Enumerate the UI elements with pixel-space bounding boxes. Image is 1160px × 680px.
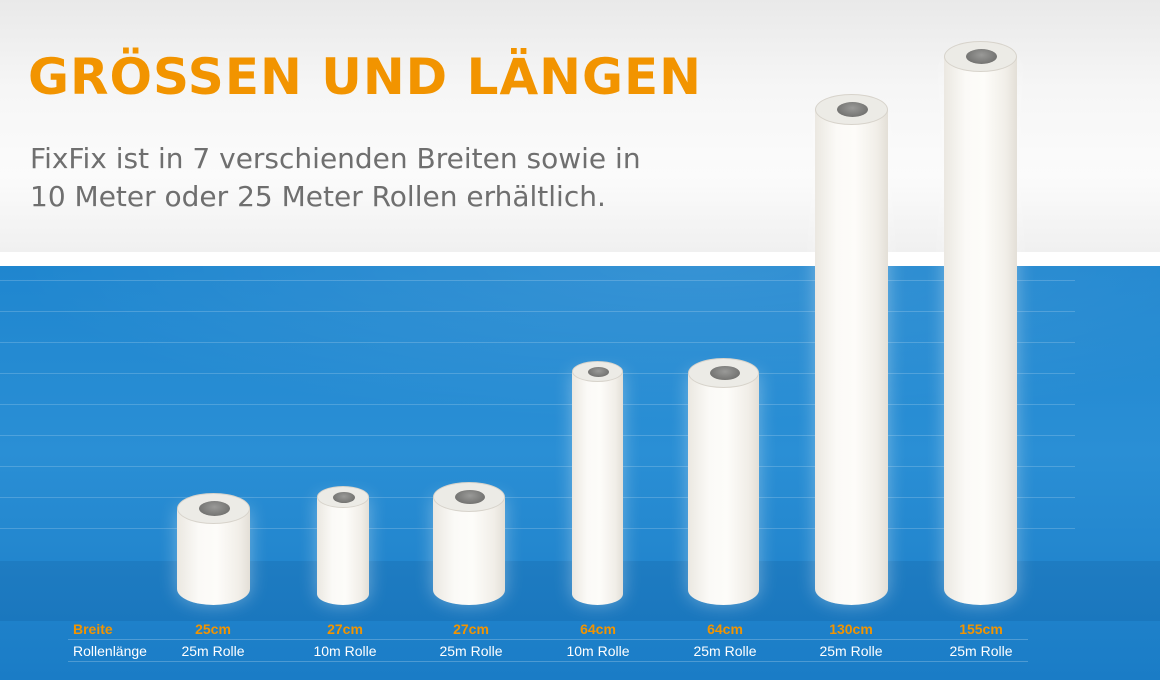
roll-core xyxy=(966,49,997,64)
paper-roll-7 xyxy=(944,41,1017,605)
gridline xyxy=(0,342,1075,343)
gridline xyxy=(0,404,1075,405)
roll-1-length: 25m Rolle xyxy=(181,643,245,659)
gridline xyxy=(0,311,1075,312)
gridline xyxy=(0,497,1075,498)
roll-top xyxy=(944,41,1017,72)
roll-core xyxy=(455,490,485,504)
length-row-label: Rollenlänge xyxy=(73,643,147,659)
gridline xyxy=(0,528,1075,529)
roll-body xyxy=(433,497,505,605)
roll-top xyxy=(317,486,369,508)
roll-1-width: 25cm xyxy=(195,621,231,637)
paper-roll-1 xyxy=(177,493,250,605)
length-row: Rollenlänge 25m Rolle 10m Rolle 25m Roll… xyxy=(0,640,1160,662)
paper-roll-5 xyxy=(688,358,759,605)
roll-4-width: 64cm xyxy=(580,621,616,637)
roll-body xyxy=(815,110,888,605)
width-row-label: Breite xyxy=(73,621,113,637)
roll-5-length: 25m Rolle xyxy=(693,643,757,659)
roll-top xyxy=(572,361,623,382)
roll-7-length: 25m Rolle xyxy=(949,643,1013,659)
roll-6-length: 25m Rolle xyxy=(819,643,883,659)
roll-body xyxy=(944,57,1017,605)
width-row: Breite 25cm 27cm 27cm 64cm 64cm 130cm 15… xyxy=(0,618,1160,640)
roll-top xyxy=(688,358,759,388)
gridline xyxy=(0,280,1075,281)
gridline xyxy=(0,373,1075,374)
page-subtitle: FixFix ist in 7 verschienden Breiten sow… xyxy=(30,140,730,216)
roll-core xyxy=(710,366,740,380)
roll-7-width: 155cm xyxy=(959,621,1003,637)
roll-core xyxy=(837,102,868,117)
roll-body xyxy=(177,509,250,605)
page-title: GRÖSSEN UND LÄNGEN xyxy=(28,48,703,106)
roll-5-width: 64cm xyxy=(707,621,743,637)
table-divider xyxy=(68,639,1028,640)
roll-body xyxy=(688,373,759,605)
roll-core xyxy=(588,367,609,377)
roll-3-width: 27cm xyxy=(453,621,489,637)
roll-core xyxy=(199,501,230,516)
roll-2-length: 10m Rolle xyxy=(313,643,377,659)
paper-roll-6 xyxy=(815,94,888,605)
subtitle-line-2: 10 Meter oder 25 Meter Rollen erhältlich… xyxy=(30,180,606,213)
roll-4-length: 10m Rolle xyxy=(566,643,630,659)
roll-body xyxy=(317,497,369,605)
roll-3-length: 25m Rolle xyxy=(439,643,503,659)
gridline xyxy=(0,435,1075,436)
roll-body xyxy=(572,372,623,605)
paper-roll-4 xyxy=(572,361,623,605)
roll-top xyxy=(177,493,250,524)
subtitle-line-1: FixFix ist in 7 verschienden Breiten sow… xyxy=(30,142,641,175)
roll-core xyxy=(333,492,355,503)
roll-top xyxy=(433,482,505,512)
table-bottom-line xyxy=(68,661,1028,662)
roll-top xyxy=(815,94,888,125)
paper-roll-3 xyxy=(433,482,505,605)
gridline xyxy=(0,466,1075,467)
roll-6-width: 130cm xyxy=(829,621,873,637)
paper-roll-2 xyxy=(317,486,369,605)
roll-2-width: 27cm xyxy=(327,621,363,637)
